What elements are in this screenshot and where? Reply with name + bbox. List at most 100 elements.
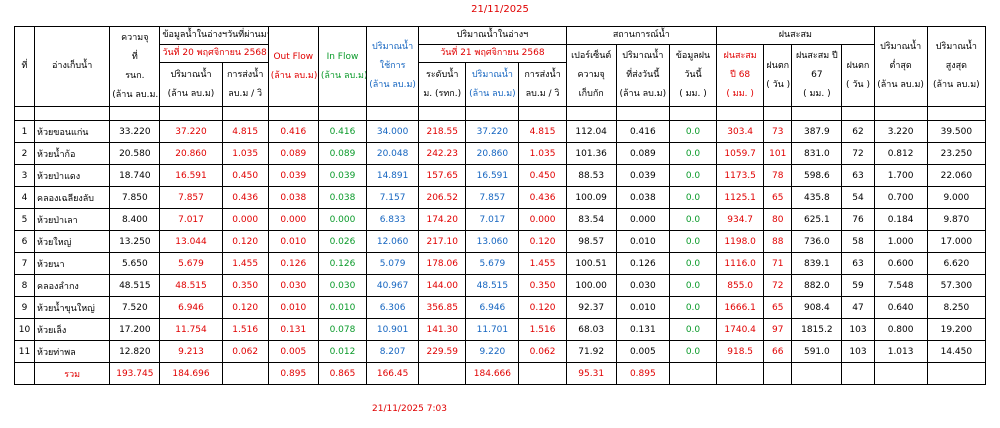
table-cell: 598.6 [791,164,843,187]
table-cell: 20.048 [366,142,420,165]
header-line: ที่ส่งวันนี้ [626,70,660,80]
table-cell: 6.833 [366,208,420,231]
table-cell: 0.0 [668,230,718,253]
table-cell: 9.220 [465,340,520,363]
table-cell: 57.300 [926,274,987,297]
table-cell: 62 [841,120,875,143]
header-line: ม. (รทก.) [423,88,462,99]
table-cell: 918.5 [716,340,765,363]
table-cell: 206.52 [418,186,467,209]
table-cell: 100.00 [565,274,617,297]
table-row: 9 ห้วยน้ำขุนใหญ่ 7.520 6.946 0.120 0.010 0.010… [13,296,987,319]
table-cell: 855.0 [716,274,765,297]
table-cell: 0.640 [873,296,928,319]
table-cell: 1 [13,120,36,143]
header-line: ปริมาณน้ำ [170,69,212,80]
table-cell: 1.013 [873,340,928,363]
table-cell: 0.030 [317,274,368,297]
table-cell: 356.85 [418,296,467,319]
table-cell: ห้วยขอนแก่น [34,120,111,143]
table-cell: ห้วยป่าเลา [34,208,111,231]
table-cell: 4 [13,186,36,209]
table-cell: 11.701 [465,318,520,341]
header-line: ปี 68 [730,70,751,80]
table-cell: 6.620 [926,252,987,275]
table-cell: 184.696 [159,362,223,385]
table-cell [418,362,467,385]
table-cell: 0.000 [518,208,567,231]
table-cell: 72 [763,274,793,297]
table-cell: 17.000 [926,230,987,253]
table-cell [763,362,793,385]
table-cell: 13.250 [109,230,161,253]
header-line: (ล้าน ลบ.ม) [619,89,667,99]
header-cell: สถานการณ์น้ำ [565,26,718,45]
table-cell: 435.8 [791,186,843,209]
table-cell: 83.54 [565,208,617,231]
header-cell: ระดับน้ำ ม. (รทก.) [418,62,467,107]
header-line: ( มม. ) [679,89,707,99]
table-cell: 591.0 [791,340,843,363]
header-line: ( มม. ) [726,89,754,99]
table-cell: 11.754 [159,318,223,341]
table-cell: 0.0 [668,142,718,165]
table-cell: 0.350 [221,274,269,297]
table-row: 8 คลองลำกง 48.515 48.515 0.350 0.030 0.030 40.9… [13,274,987,297]
table-cell: 0.000 [221,208,269,231]
table-cell: 63 [841,252,875,275]
header-cell: ข้อมูลน้ำในอ่างฯวันที่ผ่านมา [159,26,269,45]
table-cell: 0.062 [221,340,269,363]
table-cell: 0.078 [317,318,368,341]
table-cell: 0.062 [518,340,567,363]
table-cell: 9.870 [926,208,987,231]
table-cell: 54 [841,186,875,209]
table-row: 11 ห้วยท่าพล 12.820 9.213 0.062 0.005 0.012 8.2… [13,340,987,363]
header-line: ลบ.ม / วิ [228,88,263,99]
header-cell: ปริมาณน้ำ ที่ส่งวันนี้ (ล้าน ลบ.ม) [615,44,670,107]
table-cell: 0.126 [317,252,368,275]
table-cell: 0.800 [873,318,928,341]
header-line: ปริมาณน้ำ [471,69,513,80]
table-cell [873,362,928,385]
table-cell: ห้วยน้ำขุนใหญ่ [34,296,111,319]
header-line: ฝนสะสม [723,51,757,61]
table-cell: 0.0 [668,186,718,209]
table-cell: 1125.1 [716,186,765,209]
table-cell: 6.946 [465,296,520,319]
table-cell: 20.860 [159,142,223,165]
table-cell: 1116.0 [716,252,765,275]
table-cell: 0.039 [267,164,319,187]
table-cell: 97 [763,318,793,341]
header-line: ต่ำสุด [889,61,912,71]
table-cell: 76 [841,208,875,231]
table-cell: 92.37 [565,296,617,319]
table-cell: 1740.4 [716,318,765,341]
table-cell: 0.038 [267,186,319,209]
table-cell: 7.857 [159,186,223,209]
table-cell: 0.005 [267,340,319,363]
header-line: ที่ [131,51,138,62]
table-cell: 141.30 [418,318,467,341]
table-cell: 7.548 [873,274,928,297]
table-cell: 13.060 [465,230,520,253]
table-cell: 174.20 [418,208,467,231]
table-cell: 8.250 [926,296,987,319]
table-cell: 18.740 [109,164,161,187]
table-cell: 98.57 [565,230,617,253]
header-line: ใช้การ [379,61,406,71]
table-cell: 0.038 [615,186,670,209]
table-cell: 0.416 [267,120,319,143]
header-line: การส่งน้ำ [226,69,264,80]
table-cell: 3 [13,164,36,187]
table-cell: 1.516 [518,318,567,341]
table-cell: 0.039 [615,164,670,187]
header-cell: In Flow (ล้าน ลบ.ม) [317,26,368,107]
header-line: ฝนตก [846,60,870,71]
table-cell: 17.200 [109,318,161,341]
header-line: ( มม. ) [803,89,831,99]
table-cell: 7.850 [109,186,161,209]
table-row: 6 ห้วยใหญ่ 13.250 13.044 0.120 0.010 0.026 12.0… [13,230,987,253]
table-cell: 40.967 [366,274,420,297]
table-cell: 39.500 [926,120,987,143]
table-cell: 5.650 [109,252,161,275]
